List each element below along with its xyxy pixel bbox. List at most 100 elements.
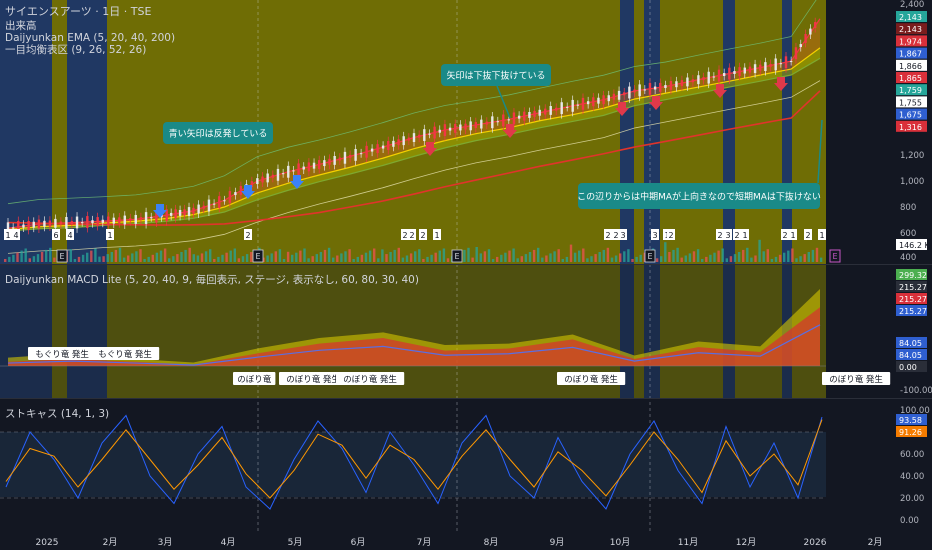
volume-bar — [758, 239, 761, 262]
band — [644, 0, 660, 264]
volume-bar — [332, 257, 335, 262]
volume-bar — [491, 259, 495, 262]
event-marker-label: 2 — [420, 231, 425, 240]
volume-bar — [668, 252, 671, 262]
candle-body — [234, 192, 237, 196]
volume-bar — [364, 252, 368, 262]
price-tag-label: 1,974 — [899, 37, 922, 46]
signal-label-box — [557, 372, 626, 385]
volume-bar — [278, 249, 282, 262]
candle-body — [789, 61, 793, 63]
volume-bar — [147, 256, 150, 262]
volume-bar — [623, 251, 626, 262]
volume-bar — [463, 249, 466, 262]
candle-body — [266, 173, 269, 183]
candle-body — [560, 102, 563, 115]
candle-body — [139, 217, 143, 221]
candle-body — [343, 151, 347, 164]
ichimoku-indicator-label: 一目均衡表区 (9, 26, 52, 26) — [5, 44, 147, 56]
candle-body — [517, 115, 521, 119]
price-axis-tick: 1,200 — [900, 151, 924, 161]
candle-body — [597, 97, 600, 104]
volume-bar — [245, 254, 249, 262]
stoch-pane-title: ストキャス (14, 1, 3) — [5, 408, 110, 420]
candle-body — [528, 111, 531, 118]
time-axis-tick: 2月 — [868, 537, 883, 548]
stoch-axis-tick: 0.00 — [900, 516, 919, 526]
sell-arrow-icon — [649, 96, 663, 110]
volume-bar — [86, 252, 89, 262]
candle-body — [669, 80, 673, 90]
volume-bar — [286, 251, 290, 262]
volume-bar — [569, 244, 573, 262]
volume-bar — [401, 257, 405, 262]
candle-body — [697, 75, 700, 85]
pane-divider[interactable] — [0, 264, 932, 265]
event-marker — [12, 229, 20, 240]
candle-body — [96, 217, 99, 226]
candle-body — [212, 203, 216, 205]
candle-body — [733, 71, 736, 74]
candle-body — [302, 166, 305, 170]
macd-axis-tick: -100.00 — [900, 386, 932, 396]
volume-bar — [28, 258, 31, 262]
volume-bar — [434, 252, 437, 262]
volume-bar — [315, 254, 318, 262]
candle-body — [423, 129, 426, 141]
volume-bar — [323, 249, 327, 262]
candle-body — [387, 141, 390, 150]
volume-bar — [815, 247, 819, 262]
earnings-marker — [252, 249, 264, 263]
earnings-marker-label: E — [59, 252, 64, 261]
event-marker — [4, 229, 12, 240]
signal-label-box — [91, 347, 160, 360]
volume-bar — [385, 254, 388, 262]
candle-body — [659, 82, 662, 92]
volume-bar — [221, 254, 224, 262]
earnings-marker-label: E — [454, 252, 459, 261]
volume-bar — [426, 256, 429, 262]
volume-bar — [696, 249, 700, 262]
volume-bar — [81, 254, 85, 262]
volume-bar — [340, 253, 343, 262]
volume-bar — [40, 252, 44, 262]
candle-body — [738, 67, 741, 77]
candle-body — [712, 76, 716, 78]
candle-body — [112, 217, 115, 224]
volume-bar — [803, 254, 806, 262]
band — [0, 0, 52, 264]
annotation-pointer — [817, 119, 823, 184]
volume-bar — [102, 256, 105, 262]
candle-body — [359, 153, 363, 155]
candle-body — [107, 216, 110, 226]
event-marker — [818, 229, 826, 240]
candle-body — [544, 108, 547, 115]
volume-bar — [557, 249, 560, 262]
candle-body — [134, 214, 137, 224]
price-axis-tick: 400 — [900, 253, 916, 263]
candle-body — [764, 62, 767, 71]
candle-body — [75, 216, 79, 229]
volume-bar — [110, 252, 113, 262]
pane-divider[interactable] — [0, 398, 932, 399]
candle-body — [555, 107, 558, 111]
volume-bar — [573, 252, 577, 262]
candle-body — [297, 163, 300, 176]
candle-body — [496, 121, 500, 123]
volume-bar — [774, 256, 778, 262]
volume-bar — [311, 256, 314, 262]
annotation-pointer — [496, 85, 511, 119]
candle-body — [804, 34, 807, 43]
volume-bar — [422, 259, 425, 262]
event-marker-label: 2 — [402, 231, 407, 240]
volume-bar — [561, 259, 564, 262]
volume-bar — [336, 255, 339, 262]
candle-body — [80, 222, 84, 224]
volume-bar — [688, 253, 692, 262]
stoch-line-0 — [5, 414, 823, 510]
volume-bar — [143, 259, 146, 262]
volume-bar — [344, 251, 347, 262]
candle-body — [617, 90, 621, 100]
candle-body — [675, 81, 678, 88]
